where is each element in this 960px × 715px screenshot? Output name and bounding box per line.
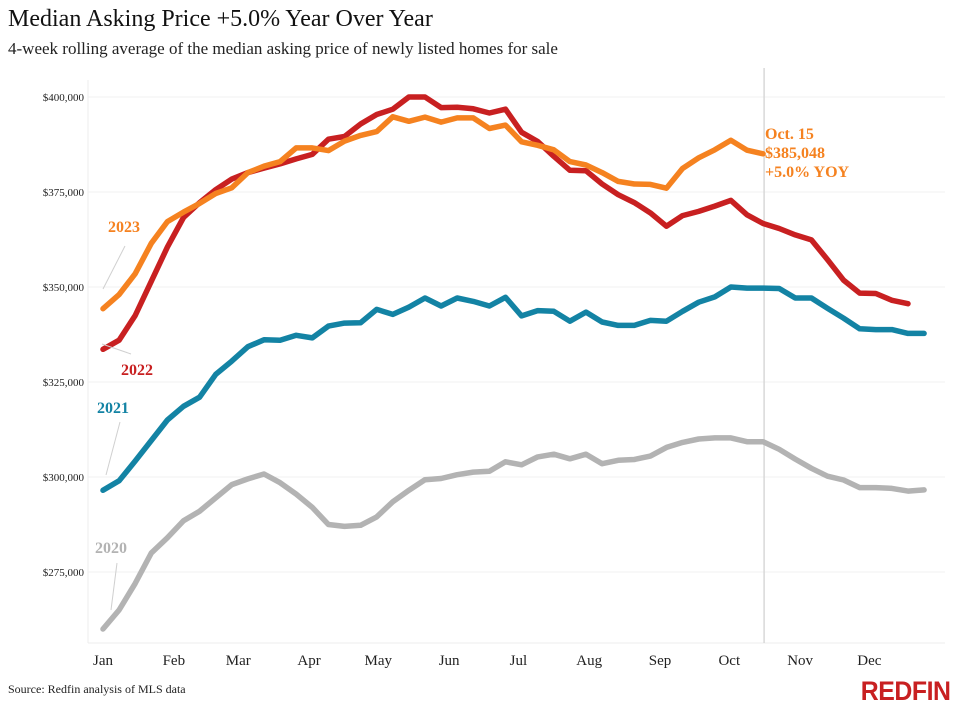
x-tick-label: Jan xyxy=(93,653,113,669)
x-tick-label: Sep xyxy=(649,653,672,669)
y-tick-label: $300,000 xyxy=(43,472,85,484)
annotation-line: Oct. 15 xyxy=(765,126,814,143)
annotation-line: +5.0% YOY xyxy=(765,164,850,181)
y-tick-label: $375,000 xyxy=(43,187,85,199)
series-line-2022 xyxy=(100,94,911,353)
leader-line-2023 xyxy=(102,245,126,290)
x-tick-label: Apr xyxy=(297,653,320,669)
x-tick-label: Nov xyxy=(787,653,813,669)
annotation-group: Oct. 15 $385,048 +5.0% YOY xyxy=(765,126,850,181)
x-tick-label: Jun xyxy=(439,653,460,669)
y-tick-label: $350,000 xyxy=(43,282,85,294)
y-tick-label: $325,000 xyxy=(43,377,85,389)
series-label-2021: 2021 xyxy=(97,400,129,417)
x-tick-label: Dec xyxy=(857,653,881,669)
series-line-2021 xyxy=(100,284,927,494)
series-labels: 2020 2021 2022 2023 xyxy=(95,219,153,611)
x-tick-label: Feb xyxy=(163,653,186,669)
series-line-2023 xyxy=(100,114,766,312)
chart-title: Median Asking Price +5.0% Year Over Year xyxy=(8,6,433,32)
series-label-2023: 2023 xyxy=(108,219,140,236)
x-tick-label: Aug xyxy=(576,653,602,669)
grid-lines xyxy=(87,80,945,644)
y-tick-label: $275,000 xyxy=(43,567,85,579)
chart-subtitle: 4-week rolling average of the median ask… xyxy=(8,39,558,58)
annotation-line: $385,048 xyxy=(765,145,825,162)
source-note: Source: Redfin analysis of MLS data xyxy=(8,682,186,696)
x-tick-label: May xyxy=(365,653,393,669)
x-axis-ticks: Jan Feb Mar Apr May Jun Jul Aug Sep Oct Nov Dec xyxy=(93,653,882,669)
leader-line-2021 xyxy=(105,421,121,476)
series-lines xyxy=(100,94,927,632)
leader-line-2022 xyxy=(101,343,132,355)
leader-line-2020 xyxy=(110,562,118,611)
x-tick-label: Jul xyxy=(510,653,528,669)
series-label-2022: 2022 xyxy=(121,362,153,379)
y-axis-ticks: $275,000 $300,000 $325,000 $350,000 $375,000… xyxy=(43,92,85,579)
redfin-logo: REDFIN xyxy=(860,676,950,706)
series-line-2020 xyxy=(100,435,927,632)
x-tick-label: Oct xyxy=(718,653,740,669)
series-label-2020: 2020 xyxy=(95,540,127,557)
x-tick-label: Mar xyxy=(226,653,251,669)
y-tick-label: $400,000 xyxy=(43,92,85,104)
